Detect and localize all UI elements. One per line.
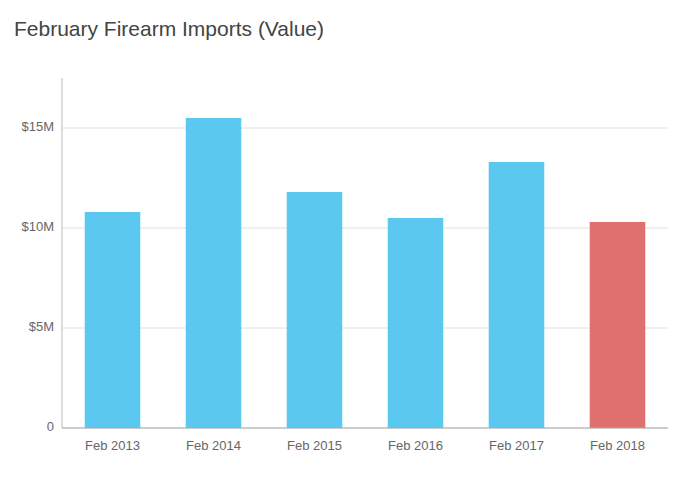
y-axis-line — [62, 78, 63, 428]
grid-line — [62, 328, 668, 329]
bar — [85, 212, 141, 428]
x-tick-label: Feb 2017 — [489, 438, 544, 453]
x-tick-label: Feb 2015 — [287, 438, 342, 453]
bar — [287, 192, 343, 428]
grid-line — [62, 228, 668, 229]
grid-line — [62, 128, 668, 129]
page: {"chart_data": {"type": "bar", "title": … — [0, 0, 686, 478]
grid — [62, 128, 668, 428]
x-tick-label: Feb 2016 — [388, 438, 443, 453]
bar — [590, 222, 646, 428]
bar — [489, 162, 545, 428]
x-tick-label: Feb 2013 — [85, 438, 140, 453]
bars — [85, 118, 646, 428]
y-tick-label: $5M — [29, 319, 54, 334]
grid-line — [62, 428, 668, 429]
title: February Firearm Imports (Value) — [14, 17, 324, 40]
x-tick-label: Feb 2018 — [590, 438, 645, 453]
chart: February Firearm Imports (Value) 0 $5M $10M… — [0, 0, 686, 478]
bar — [186, 118, 242, 428]
y-tick-label: 0 — [47, 419, 54, 434]
x-axis-line — [62, 427, 668, 428]
bar — [388, 218, 444, 428]
x-tick-label: Feb 2014 — [186, 438, 241, 453]
y-tick-label: $10M — [21, 219, 54, 234]
y-tick-label: $15M — [21, 119, 54, 134]
